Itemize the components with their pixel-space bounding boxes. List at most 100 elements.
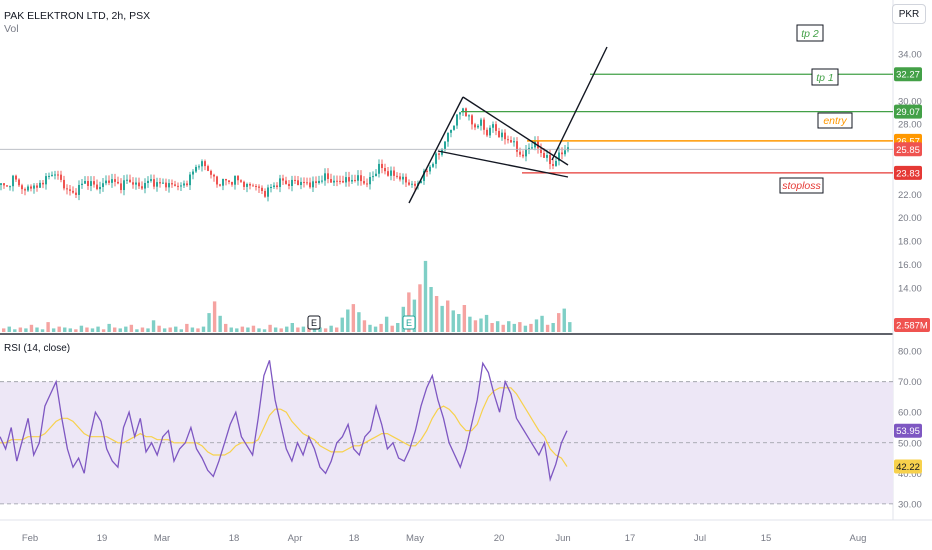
- breakout-projection: [551, 46, 608, 161]
- price-tick-label: 22.00: [898, 190, 922, 201]
- volume-bar: [451, 310, 455, 332]
- candle-body: [225, 178, 227, 181]
- price-badge: [894, 165, 922, 180]
- candle-body: [96, 184, 98, 190]
- volume-bar: [251, 325, 256, 332]
- candle-body: [510, 140, 512, 143]
- volume-bar: [484, 314, 489, 332]
- volume-bar: [113, 327, 117, 332]
- candle-body: [531, 147, 533, 149]
- candle-body: [360, 175, 362, 182]
- wedge-lower: [437, 150, 569, 178]
- candle-body: [33, 185, 35, 189]
- volume-bar: [51, 328, 56, 332]
- candle-body: [84, 181, 86, 184]
- volume-bar: [29, 324, 34, 332]
- rsi-tick-label: 70.00: [898, 377, 922, 388]
- candle-body: [201, 161, 203, 167]
- candle-body: [213, 174, 215, 177]
- rsi-tick-label: 30.00: [898, 499, 922, 510]
- candle-body: [495, 124, 497, 131]
- candle-body: [228, 180, 230, 183]
- candle-body: [51, 174, 53, 176]
- candle-body: [369, 177, 371, 185]
- earnings-marker: [402, 315, 416, 330]
- candle-body: [420, 180, 422, 184]
- candle-body: [393, 170, 395, 176]
- candle-body: [144, 182, 146, 189]
- volume-bar: [423, 260, 428, 332]
- candle-body: [471, 115, 473, 125]
- volume-bar: [534, 319, 539, 332]
- volume-bar: [379, 323, 383, 332]
- wedge-upper: [462, 96, 569, 166]
- candle-body: [108, 180, 110, 183]
- price-badge: [894, 67, 922, 82]
- candle-body: [69, 189, 71, 191]
- candle-body: [444, 141, 446, 149]
- candle-body: [426, 170, 428, 172]
- rsi-ma-badge-label: 42.22: [896, 462, 920, 473]
- volume-bar: [429, 287, 433, 332]
- candle-body: [189, 174, 191, 186]
- volume-bar: [118, 328, 122, 332]
- candle-body: [312, 181, 314, 188]
- volume-bar: [457, 314, 461, 332]
- candle-body: [135, 182, 137, 185]
- volume-bar: [46, 322, 50, 332]
- candle-body: [252, 185, 254, 187]
- candle-body: [486, 129, 488, 136]
- volume-bar: [368, 324, 372, 332]
- volume-bar: [468, 316, 472, 332]
- volume-bar: [562, 308, 566, 332]
- candle-body: [549, 155, 551, 165]
- volume-bar: [440, 305, 444, 332]
- candle-body: [270, 187, 272, 189]
- candle-body: [132, 182, 134, 185]
- candle-body: [309, 182, 311, 188]
- candle-body: [555, 160, 557, 166]
- price-badge-label: 23.83: [896, 168, 920, 179]
- price-badge-label: 29.07: [896, 107, 920, 118]
- volume-bar: [157, 325, 161, 332]
- candle-body: [567, 147, 569, 151]
- time-tick-label: Aug: [850, 533, 867, 544]
- candle-body: [408, 182, 410, 185]
- volume-bar: [129, 324, 134, 332]
- volume-bar: [63, 327, 67, 332]
- earnings-marker-label: E: [311, 318, 317, 328]
- candle-body: [288, 183, 290, 186]
- candle-body: [558, 152, 560, 161]
- currency-button[interactable]: PKR: [892, 4, 926, 24]
- volume-bar: [207, 313, 211, 332]
- candle-body: [351, 179, 353, 182]
- candle-body: [105, 180, 107, 184]
- volume-bar: [512, 323, 516, 332]
- candle-body: [345, 177, 347, 183]
- volume-bar: [279, 328, 283, 332]
- candle-body: [198, 166, 200, 168]
- volume-bar: [518, 322, 522, 332]
- candle-body: [435, 153, 437, 164]
- price-badge-label: 26.57: [896, 136, 920, 147]
- price-badge-label: 25.85: [896, 145, 920, 156]
- volume-bar: [273, 327, 278, 332]
- price-badge: [894, 104, 922, 119]
- stoploss-box: [779, 177, 824, 194]
- candle-body: [210, 170, 212, 175]
- candle-body: [162, 182, 164, 184]
- stoploss-label: stoploss: [782, 180, 821, 192]
- volume-bar: [462, 305, 467, 332]
- tp2-box: [796, 24, 824, 42]
- volume-bar: [246, 327, 250, 332]
- candle-body: [3, 183, 5, 186]
- candle-body: [171, 183, 173, 185]
- rsi-tick-label: 80.00: [898, 347, 922, 358]
- candle-body: [255, 185, 257, 187]
- volume-bar: [24, 328, 28, 332]
- candle-body: [27, 186, 29, 191]
- volume-bar: [418, 284, 422, 332]
- candle-body: [174, 184, 176, 186]
- candle-body: [117, 181, 119, 184]
